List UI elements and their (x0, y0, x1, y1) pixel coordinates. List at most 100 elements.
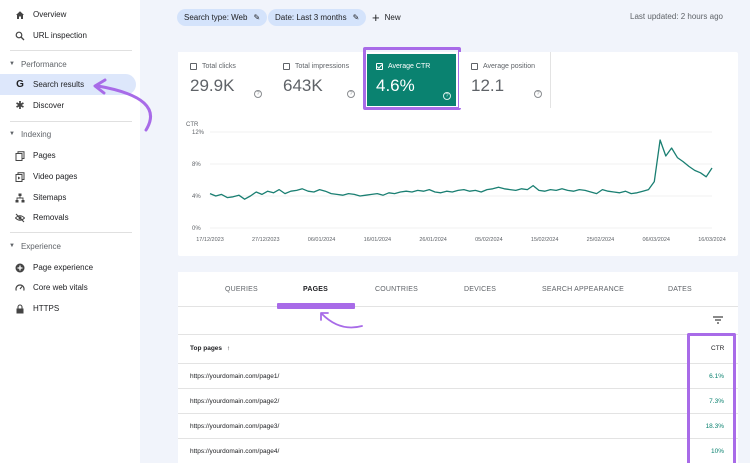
metric-total-impressions[interactable]: Total impressions 643K ? (271, 52, 363, 108)
new-label: New (384, 13, 401, 22)
x-tick-label: 16/03/2024 (698, 237, 726, 243)
table-row[interactable]: https://yourdomain.com/page2/ 7.3% (178, 388, 738, 413)
tab-search-appearance[interactable]: SEARCH APPEARANCE (542, 286, 624, 293)
tab-countries[interactable]: COUNTRIES (375, 286, 419, 293)
details-card (178, 272, 738, 463)
filter-icon[interactable] (712, 312, 724, 330)
page-url[interactable]: https://yourdomain.com/page3/ (190, 423, 280, 430)
annotation-arrow (320, 312, 363, 329)
asterisk-icon: ✱ (15, 100, 25, 112)
section-title: Performance (20, 59, 67, 69)
checkbox-checked-icon[interactable] (376, 63, 383, 70)
sidebar-item-label: URL inspection (33, 31, 87, 40)
help-icon[interactable]: ? (534, 90, 542, 98)
x-tick-label: 06/03/2024 (642, 237, 670, 243)
sidebar-item-label: Discover (33, 101, 65, 110)
ctr-value: 18.3% (705, 423, 724, 430)
metric-value: 12.1 (471, 76, 505, 95)
pages-icon (15, 150, 25, 161)
tabs-divider (178, 306, 738, 307)
y-tick-label: 8% (192, 162, 201, 168)
x-tick-label: 27/12/2023 (252, 237, 280, 243)
x-tick-label: 16/01/2024 (364, 237, 392, 243)
table-row[interactable]: https://yourdomain.com/page1/ 6.1% (178, 363, 738, 388)
plus-icon: + (372, 10, 380, 25)
highlight-box-ctr-column (687, 333, 736, 463)
table-row[interactable]: https://yourdomain.com/page4/ 10% (178, 438, 738, 463)
tab-devices[interactable]: DEVICES (464, 286, 497, 293)
page-url[interactable]: https://yourdomain.com/page1/ (190, 373, 280, 380)
sidebar-item-overview[interactable]: Overview (0, 4, 136, 25)
section-experience[interactable]: ▼ Experience (0, 239, 61, 253)
sidebar-item-page-experience[interactable]: Page experience (0, 257, 136, 278)
ctr-value: 6.1% (709, 373, 724, 380)
section-indexing[interactable]: ▼ Indexing (0, 127, 51, 141)
sidebar: Overview URL inspection ▼ Performance G … (0, 0, 152, 463)
annotation-arrow (93, 78, 152, 132)
lock-icon (15, 303, 25, 314)
table-row[interactable]: https://yourdomain.com/page3/ 18.3% (178, 413, 738, 438)
chip-label: Date: Last 3 months (275, 13, 347, 22)
sidebar-item-https[interactable]: HTTPS (0, 298, 136, 319)
search-type-chip[interactable]: Search type: Web ✎ (177, 9, 268, 26)
last-updated: Last updated: 2 hours ago (630, 12, 723, 21)
x-tick-label: 25/02/2024 (587, 237, 615, 243)
search-icon (15, 31, 25, 41)
caret-down-icon: ▼ (9, 61, 15, 67)
date-chip[interactable]: Date: Last 3 months ✎ (268, 9, 367, 26)
sidebar-item-url-inspection[interactable]: URL inspection (0, 25, 136, 46)
sidebar-item-sitemaps[interactable]: Sitemaps (0, 187, 136, 208)
gauge-icon (15, 283, 25, 293)
x-tick-label: 15/02/2024 (531, 237, 559, 243)
tab-pages[interactable]: PAGES (303, 286, 328, 293)
edit-pencil-icon: ✎ (352, 13, 360, 22)
metric-value: 29.9K (190, 76, 235, 95)
help-icon[interactable]: ? (347, 90, 355, 98)
tab-queries[interactable]: QUERIES (225, 286, 258, 293)
sidebar-item-label: Page experience (33, 263, 94, 272)
sidebar-item-video-pages[interactable]: Video pages (0, 166, 136, 187)
sidebar-item-core-web-vitals[interactable]: Core web vitals (0, 277, 136, 298)
sidebar-item-discover[interactable]: ✱ Discover (0, 95, 136, 116)
divider (10, 50, 132, 51)
checkbox-icon[interactable] (471, 63, 478, 70)
sidebar-item-label: Search results (33, 80, 85, 89)
metric-label: Total impressions (295, 63, 350, 70)
help-icon[interactable]: ? (254, 90, 262, 98)
new-filter-button[interactable]: + New (372, 9, 401, 26)
x-tick-label: 05/02/2024 (475, 237, 503, 243)
sidebar-item-label: Core web vitals (33, 283, 88, 292)
page-url[interactable]: https://yourdomain.com/page4/ (190, 448, 280, 455)
checkbox-icon[interactable] (190, 63, 197, 70)
sidebar-item-label: Video pages (33, 172, 78, 181)
metric-label: Total clicks (202, 63, 236, 70)
metric-value: 643K (283, 76, 323, 95)
ctr-line-chart: CTR 12% 8% 4% 0% 17/12/2023 27/12/2023 06/01/… (186, 122, 726, 243)
eye-off-icon (15, 213, 25, 223)
sidebar-item-label: Removals (33, 213, 69, 222)
sidebar-item-pages[interactable]: Pages (0, 145, 136, 166)
metric-label: Average CTR (388, 63, 431, 70)
edit-pencil-icon: ✎ (253, 13, 261, 22)
chip-label: Search type: Web (184, 13, 248, 22)
metric-value: 4.6% (376, 76, 415, 95)
checkbox-icon[interactable] (283, 63, 290, 70)
sidebar-item-removals[interactable]: Removals (0, 207, 136, 228)
sidebar-item-label: HTTPS (33, 304, 60, 313)
section-performance[interactable]: ▼ Performance (0, 57, 67, 71)
column-header-top-pages[interactable]: Top pages ↑ (190, 345, 230, 352)
y-tick-label: 4% (192, 194, 201, 200)
page-url[interactable]: https://yourdomain.com/page2/ (190, 398, 280, 405)
column-header-ctr[interactable]: CTR (711, 345, 725, 352)
tab-dates[interactable]: DATES (668, 286, 692, 293)
metric-total-clicks[interactable]: Total clicks 29.9K ? (178, 52, 270, 108)
sidebar-item-label: Pages (33, 151, 56, 160)
sitemap-icon (15, 193, 25, 203)
x-tick-label: 26/01/2024 (419, 237, 447, 243)
x-tick-label: 17/12/2023 (196, 237, 224, 243)
highlight-box-ctr-metric (363, 47, 461, 110)
metric-average-ctr[interactable]: Average CTR 4.6% ? (367, 54, 456, 106)
metric-average-position[interactable]: Average position 12.1 ? (459, 52, 551, 108)
help-icon[interactable]: ? (443, 92, 451, 100)
divider (10, 121, 132, 122)
